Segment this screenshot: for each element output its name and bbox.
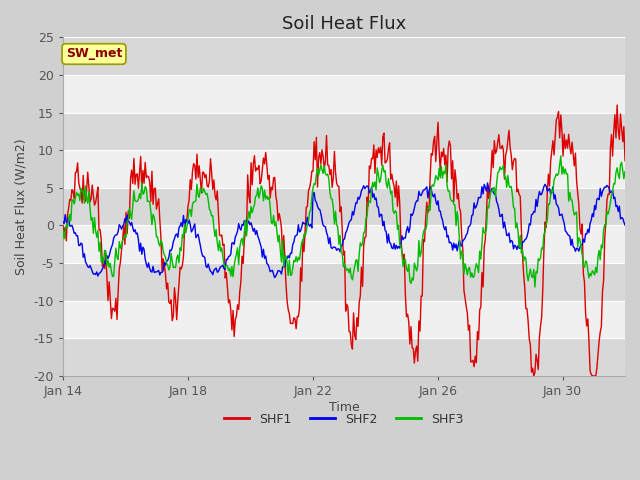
Bar [63, 338, 625, 376]
X-axis label: Time: Time [328, 401, 359, 414]
Bar [63, 150, 625, 188]
Bar [63, 226, 625, 263]
Bar [63, 300, 625, 338]
Legend: SHF1, SHF2, SHF3: SHF1, SHF2, SHF3 [219, 408, 468, 431]
Bar [63, 263, 625, 300]
Bar [63, 37, 625, 75]
Text: SW_met: SW_met [66, 48, 122, 60]
Bar [63, 113, 625, 150]
Y-axis label: Soil Heat Flux (W/m2): Soil Heat Flux (W/m2) [15, 138, 28, 275]
Bar [63, 75, 625, 113]
Title: Soil Heat Flux: Soil Heat Flux [282, 15, 406, 33]
Bar [63, 188, 625, 226]
